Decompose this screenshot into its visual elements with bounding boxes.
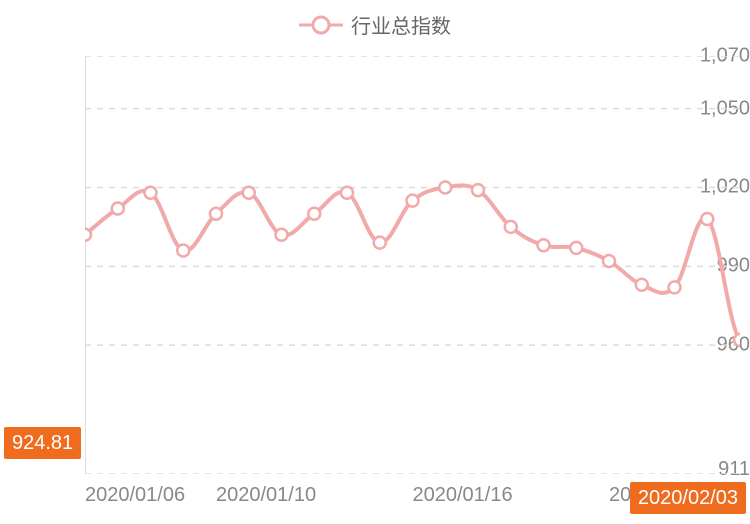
series-marker bbox=[341, 187, 353, 199]
series-marker bbox=[112, 202, 124, 214]
series-marker bbox=[734, 334, 740, 346]
series-marker bbox=[701, 213, 713, 225]
series-marker bbox=[145, 187, 157, 199]
series-marker bbox=[210, 208, 222, 220]
legend-item: 行业总指数 bbox=[299, 10, 451, 39]
series-marker bbox=[669, 281, 681, 293]
y-highlight-badge: 924.81 bbox=[4, 427, 81, 459]
series-marker bbox=[308, 208, 320, 220]
series-marker bbox=[472, 184, 484, 196]
plot-area bbox=[85, 56, 740, 474]
y-highlight-value: 924.81 bbox=[12, 432, 73, 454]
x-highlight-badge: 2020/02/03 bbox=[630, 482, 746, 514]
chart-container: 行业总指数 1,0701,0501,020990960911 2020/01/0… bbox=[0, 0, 750, 524]
series-marker bbox=[603, 255, 615, 267]
series-marker bbox=[505, 221, 517, 233]
x-tick-label: 2020/01/16 bbox=[413, 484, 513, 507]
series-marker bbox=[276, 229, 288, 241]
series-marker bbox=[636, 279, 648, 291]
series-marker bbox=[538, 239, 550, 251]
x-highlight-value: 2020/02/03 bbox=[638, 487, 738, 509]
legend: 行业总指数 bbox=[0, 10, 750, 40]
series-marker bbox=[407, 195, 419, 207]
series-marker bbox=[243, 187, 255, 199]
series-marker bbox=[374, 237, 386, 249]
legend-marker-icon bbox=[299, 15, 343, 35]
x-tick-label: 2020/01/06 bbox=[85, 484, 185, 507]
legend-label: 行业总指数 bbox=[351, 10, 451, 39]
series-marker bbox=[85, 229, 91, 241]
series-marker bbox=[177, 245, 189, 257]
series-line bbox=[85, 185, 740, 342]
x-tick-label: 2020/01/10 bbox=[216, 484, 316, 507]
series-marker bbox=[439, 181, 451, 193]
series-marker bbox=[570, 242, 582, 254]
